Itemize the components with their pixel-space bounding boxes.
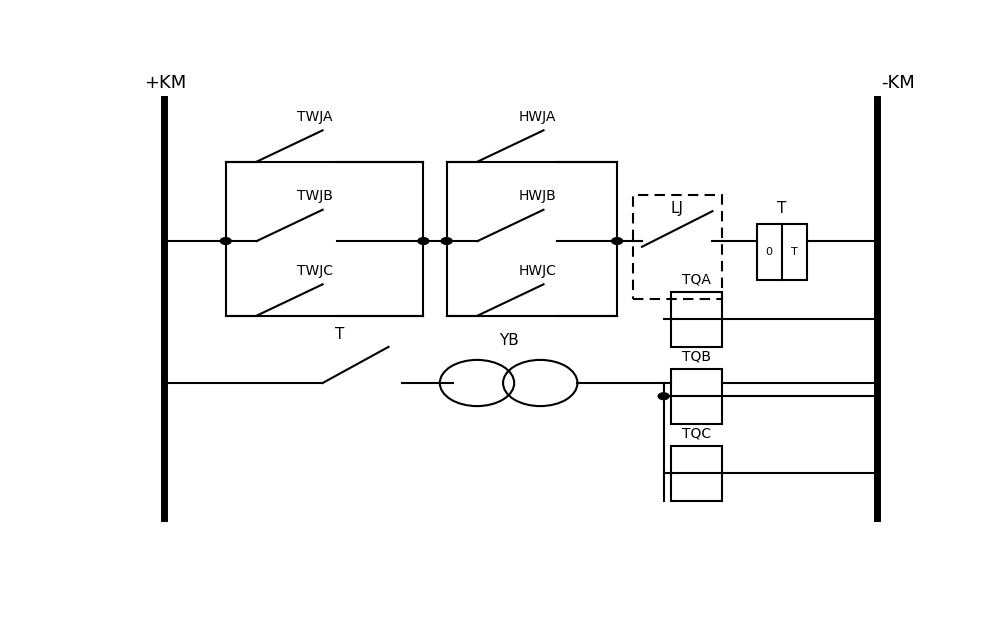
Circle shape bbox=[441, 238, 452, 244]
Text: TQB: TQB bbox=[682, 350, 711, 364]
Text: -KM: -KM bbox=[881, 74, 914, 92]
Circle shape bbox=[220, 238, 231, 244]
Text: YB: YB bbox=[499, 333, 518, 348]
Bar bbox=[671, 369, 722, 424]
Text: HWJB: HWJB bbox=[518, 189, 556, 204]
Text: TWJC: TWJC bbox=[297, 264, 333, 278]
Bar bbox=[671, 291, 722, 347]
Text: T: T bbox=[335, 327, 345, 342]
Text: T: T bbox=[791, 247, 798, 257]
Circle shape bbox=[612, 238, 623, 244]
Circle shape bbox=[418, 238, 429, 244]
Text: T: T bbox=[777, 201, 786, 216]
Text: HWJA: HWJA bbox=[518, 110, 556, 124]
Text: TWJA: TWJA bbox=[297, 110, 333, 124]
Text: LJ: LJ bbox=[671, 201, 684, 216]
Text: TQC: TQC bbox=[682, 427, 711, 441]
Text: HWJC: HWJC bbox=[518, 264, 556, 278]
Text: TWJB: TWJB bbox=[297, 189, 333, 204]
Text: +KM: +KM bbox=[144, 74, 187, 92]
Bar bbox=[757, 224, 807, 279]
Bar bbox=[671, 446, 722, 501]
Text: TQA: TQA bbox=[682, 272, 711, 287]
Text: 0: 0 bbox=[766, 247, 773, 257]
Circle shape bbox=[658, 393, 669, 399]
